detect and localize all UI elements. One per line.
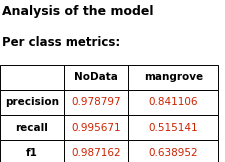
Bar	[64, 90, 128, 115]
Bar	[64, 115, 128, 140]
Text: 0.515141: 0.515141	[148, 123, 198, 133]
Bar	[64, 140, 128, 162]
Bar	[128, 65, 218, 90]
Bar	[128, 140, 218, 162]
Bar	[64, 65, 128, 90]
Text: precision: precision	[5, 98, 59, 107]
Bar	[0, 140, 64, 162]
Bar	[0, 115, 64, 140]
Text: f1: f1	[26, 148, 38, 158]
Bar	[0, 90, 64, 115]
Text: 0.978797: 0.978797	[71, 98, 121, 107]
Bar	[128, 90, 218, 115]
Text: NoData: NoData	[74, 72, 118, 82]
Text: 0.995671: 0.995671	[71, 123, 121, 133]
Bar	[128, 115, 218, 140]
Text: mangrove: mangrove	[144, 72, 203, 82]
Bar	[0, 65, 64, 90]
Text: 0.987162: 0.987162	[71, 148, 121, 158]
Text: recall: recall	[16, 123, 49, 133]
Text: 0.638952: 0.638952	[148, 148, 198, 158]
Text: Per class metrics:: Per class metrics:	[2, 36, 121, 49]
Text: Analysis of the model: Analysis of the model	[2, 5, 154, 18]
Text: 0.841106: 0.841106	[148, 98, 198, 107]
